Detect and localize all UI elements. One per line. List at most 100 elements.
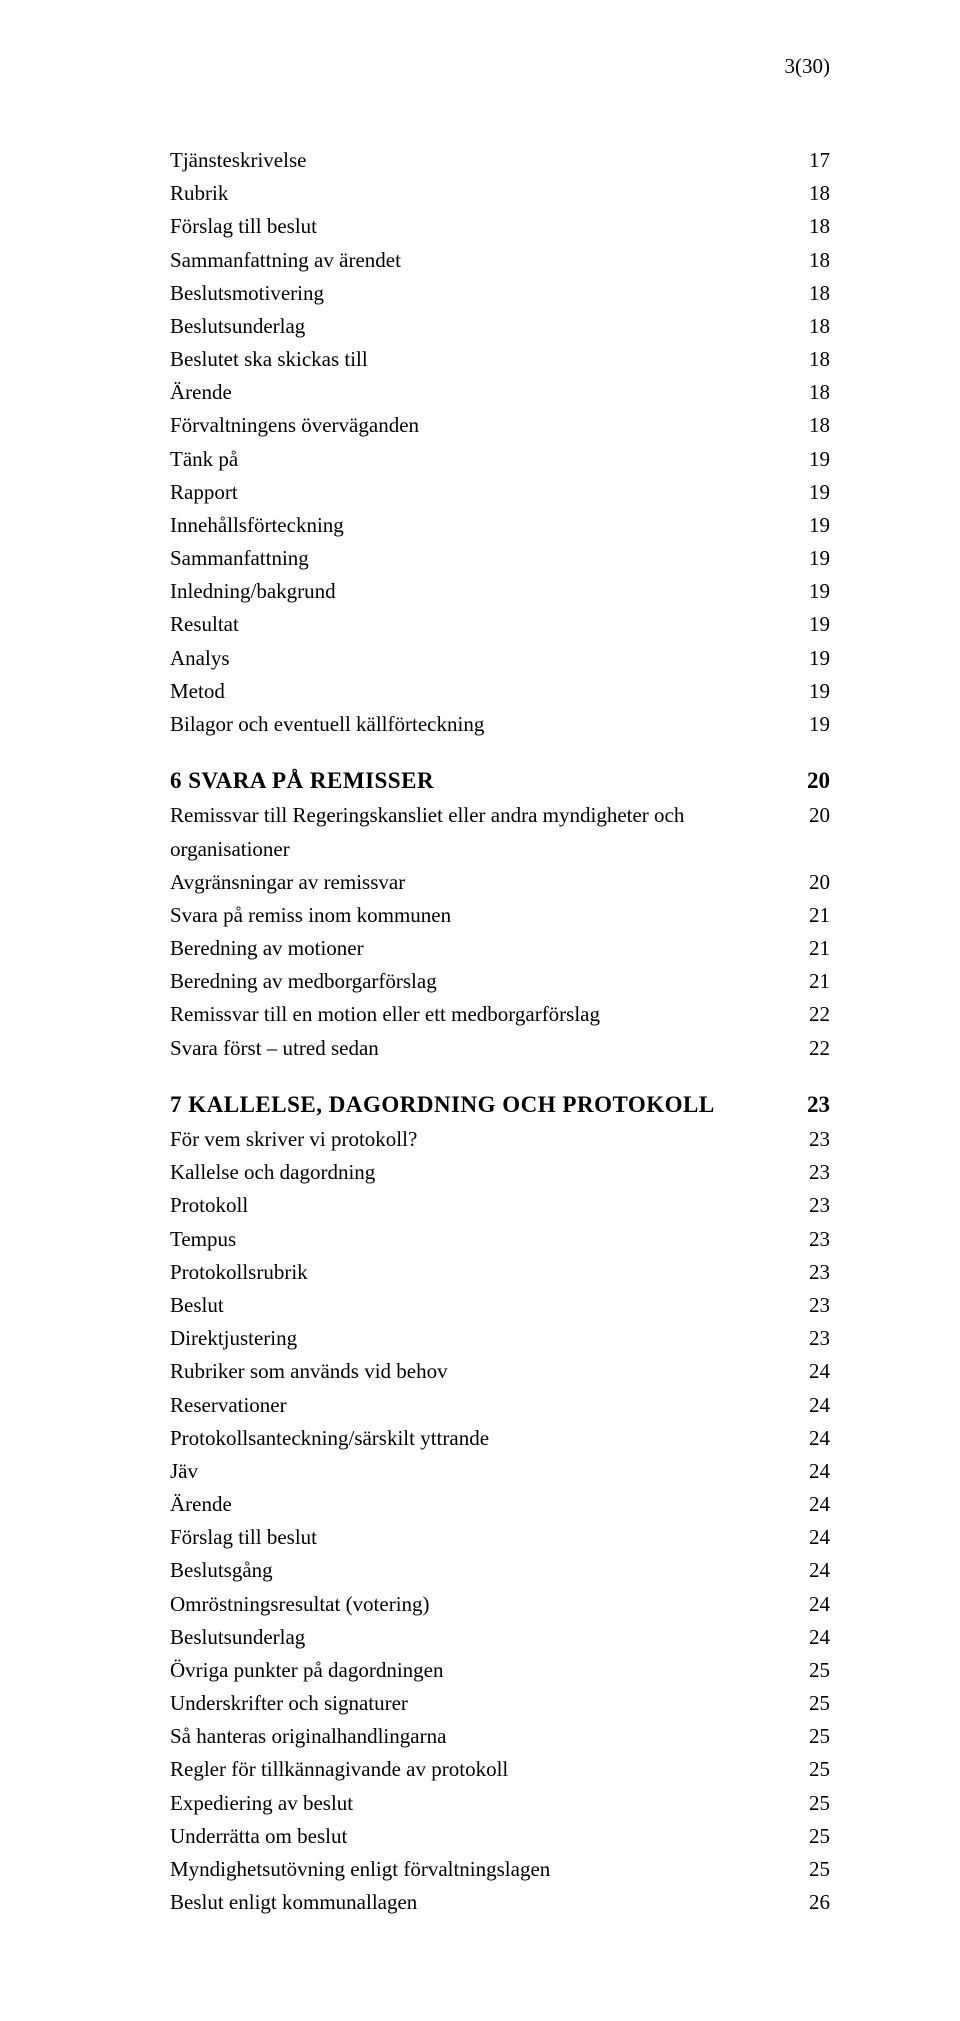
- toc-group: 6 SVARA PÅ REMISSER20Remissvar till Rege…: [170, 763, 830, 1065]
- toc-entry-label: Beslutet ska skickas till: [170, 343, 790, 376]
- toc-entry: Innehållsförteckning19: [170, 509, 830, 542]
- toc-entry: Ärende18: [170, 376, 830, 409]
- toc-entry: Avgränsningar av remissvar20: [170, 866, 830, 899]
- toc-entry-label: Beredning av motioner: [170, 932, 790, 965]
- toc-entry-label: Så hanteras originalhandlingarna: [170, 1720, 790, 1753]
- toc-entry-page: 23: [790, 1123, 830, 1156]
- toc-entry-label: Myndighetsutövning enligt förvaltningsla…: [170, 1853, 790, 1886]
- toc-entry-label: Övriga punkter på dagordningen: [170, 1654, 790, 1687]
- toc-entry-label: För vem skriver vi protokoll?: [170, 1123, 790, 1156]
- toc-entry: Reservationer24: [170, 1389, 830, 1422]
- toc-entry-label: Tänk på: [170, 443, 790, 476]
- toc-entry-label: Svara först – utred sedan: [170, 1032, 790, 1065]
- toc-entry-page: 24: [790, 1389, 830, 1422]
- toc-entry: Direktjustering23: [170, 1322, 830, 1355]
- toc-entry: Remissvar till en motion eller ett medbo…: [170, 998, 830, 1031]
- toc-entry-page: 18: [790, 177, 830, 210]
- toc-entry-page: 19: [790, 675, 830, 708]
- toc-entry-page: 18: [790, 277, 830, 310]
- toc-entry: För vem skriver vi protokoll?23: [170, 1123, 830, 1156]
- toc-entry-label: Protokoll: [170, 1189, 790, 1222]
- toc-entry-label: Förvaltningens överväganden: [170, 409, 790, 442]
- toc-entry: Beslutet ska skickas till18: [170, 343, 830, 376]
- toc-heading-page: 23: [790, 1087, 830, 1123]
- toc-entry-page: 24: [790, 1621, 830, 1654]
- toc-entry: Expediering av beslut25: [170, 1787, 830, 1820]
- toc-entry: Beslutsunderlag24: [170, 1621, 830, 1654]
- toc-entry: Analys19: [170, 642, 830, 675]
- toc-entry-page: 24: [790, 1488, 830, 1521]
- toc-entry-page: 24: [790, 1422, 830, 1455]
- toc-entry-label: Rapport: [170, 476, 790, 509]
- toc-group: Tjänsteskrivelse17Rubrik18Förslag till b…: [170, 144, 830, 741]
- page-number: 3(30): [785, 54, 831, 79]
- toc-entry-label: Tempus: [170, 1223, 790, 1256]
- toc-entry: Beslutsgång24: [170, 1554, 830, 1587]
- toc-entry: Ärende24: [170, 1488, 830, 1521]
- toc-group: 7 KALLELSE, DAGORDNING OCH PROTOKOLL23Fö…: [170, 1087, 830, 1919]
- toc-entry-label: Ärende: [170, 376, 790, 409]
- toc-entry-label: Analys: [170, 642, 790, 675]
- toc-entry-label: Reservationer: [170, 1389, 790, 1422]
- toc-entry-label: Jäv: [170, 1455, 790, 1488]
- toc-entry: Inledning/bakgrund19: [170, 575, 830, 608]
- toc-entry-page: 18: [790, 244, 830, 277]
- toc-heading-label: 6 SVARA PÅ REMISSER: [170, 763, 790, 799]
- toc-entry-label: Bilagor och eventuell källförteckning: [170, 708, 790, 741]
- toc-entry-label: Remissvar till Regeringskansliet eller a…: [170, 799, 790, 865]
- toc-entry-page: 20: [790, 799, 830, 832]
- toc-entry-label: Underrätta om beslut: [170, 1820, 790, 1853]
- toc-entry-label: Tjänsteskrivelse: [170, 144, 790, 177]
- toc-entry: Beslutsunderlag18: [170, 310, 830, 343]
- toc-entry-label: Regler för tillkännagivande av protokoll: [170, 1753, 790, 1786]
- toc-heading-label: 7 KALLELSE, DAGORDNING OCH PROTOKOLL: [170, 1087, 790, 1123]
- toc-entry-label: Metod: [170, 675, 790, 708]
- toc-entry: Bilagor och eventuell källförteckning19: [170, 708, 830, 741]
- toc-entry: Tänk på19: [170, 443, 830, 476]
- toc-entry-label: Innehållsförteckning: [170, 509, 790, 542]
- toc-entry: Beslutsmotivering18: [170, 277, 830, 310]
- toc-entry-page: 25: [790, 1654, 830, 1687]
- toc-entry-page: 25: [790, 1853, 830, 1886]
- toc-entry: Beslut enligt kommunallagen26: [170, 1886, 830, 1919]
- toc-entry: Så hanteras originalhandlingarna25: [170, 1720, 830, 1753]
- toc-entry-page: 24: [790, 1455, 830, 1488]
- toc-entry-label: Förslag till beslut: [170, 1521, 790, 1554]
- toc-entry-label: Förslag till beslut: [170, 210, 790, 243]
- toc-entry-page: 19: [790, 476, 830, 509]
- toc-entry-page: 23: [790, 1256, 830, 1289]
- toc-entry-label: Direktjustering: [170, 1322, 790, 1355]
- toc-entry: Protokoll23: [170, 1189, 830, 1222]
- toc-entry: Beredning av motioner21: [170, 932, 830, 965]
- toc-entry: Beslut23: [170, 1289, 830, 1322]
- page: 3(30) Tjänsteskrivelse17Rubrik18Förslag …: [0, 0, 960, 2021]
- toc-entry-page: 19: [790, 708, 830, 741]
- toc-entry-label: Beslutsgång: [170, 1554, 790, 1587]
- toc-entry-page: 18: [790, 409, 830, 442]
- toc-entry-page: 19: [790, 509, 830, 542]
- toc-entry: Förslag till beslut18: [170, 210, 830, 243]
- toc-section-heading: 7 KALLELSE, DAGORDNING OCH PROTOKOLL23: [170, 1087, 830, 1123]
- toc-entry-page: 23: [790, 1189, 830, 1222]
- toc-entry: Metod19: [170, 675, 830, 708]
- toc-entry-label: Underskrifter och signaturer: [170, 1687, 790, 1720]
- toc-entry-label: Beslut: [170, 1289, 790, 1322]
- toc-entry: Förslag till beslut24: [170, 1521, 830, 1554]
- toc-entry-page: 17: [790, 144, 830, 177]
- toc-entry: Rubrik18: [170, 177, 830, 210]
- toc-entry-label: Expediering av beslut: [170, 1787, 790, 1820]
- table-of-contents: Tjänsteskrivelse17Rubrik18Förslag till b…: [170, 144, 830, 1919]
- toc-entry-label: Protokollsanteckning/särskilt yttrande: [170, 1422, 790, 1455]
- toc-entry-label: Beslutsunderlag: [170, 1621, 790, 1654]
- toc-entry-label: Avgränsningar av remissvar: [170, 866, 790, 899]
- toc-entry-page: 24: [790, 1521, 830, 1554]
- toc-entry-label: Omröstningsresultat (votering): [170, 1588, 790, 1621]
- toc-entry-page: 25: [790, 1753, 830, 1786]
- toc-entry: Resultat19: [170, 608, 830, 641]
- toc-entry: Protokollsrubrik23: [170, 1256, 830, 1289]
- toc-entry-label: Svara på remiss inom kommunen: [170, 899, 790, 932]
- toc-entry-page: 26: [790, 1886, 830, 1919]
- toc-entry-label: Remissvar till en motion eller ett medbo…: [170, 998, 790, 1031]
- toc-entry-label: Beredning av medborgarförslag: [170, 965, 790, 998]
- toc-entry: Sammanfattning av ärendet18: [170, 244, 830, 277]
